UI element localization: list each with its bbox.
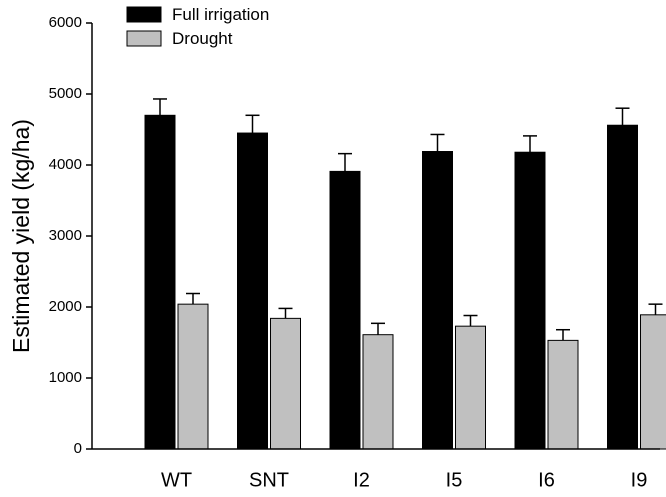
plot-area xyxy=(144,98,666,450)
y-axis-title: Estimated yield (kg/ha) xyxy=(8,119,34,353)
bar-drought-i2 xyxy=(362,334,394,450)
x-tick-label: I9 xyxy=(631,469,648,491)
bar-full-irrigation-i5 xyxy=(422,151,453,450)
x-tick-label: I2 xyxy=(353,469,370,491)
bar-drought-snt xyxy=(270,317,301,450)
legend-item-full-irrigation: Full irrigation xyxy=(126,5,269,24)
x-tick-label: SNT xyxy=(249,469,289,491)
x-tick-label: WT xyxy=(161,469,192,491)
legend-label: Full irrigation xyxy=(172,5,269,24)
bar-group-snt xyxy=(237,114,301,450)
x-tick-label: I5 xyxy=(446,469,463,491)
bar-group-i6 xyxy=(514,135,579,450)
legend-item-drought: Drought xyxy=(126,29,233,48)
x-tick-label: I6 xyxy=(538,469,555,491)
bar-group-i9 xyxy=(607,107,666,450)
bar-drought-i6 xyxy=(547,339,579,450)
bar-full-irrigation-wt xyxy=(144,114,176,450)
bar-full-irrigation-snt xyxy=(237,132,268,450)
bar-full-irrigation-i9 xyxy=(607,124,638,450)
bar-group-i5 xyxy=(422,133,486,450)
bar-drought-i5 xyxy=(455,325,486,450)
y-tick-label: 6000 xyxy=(49,14,82,31)
legend: Full irrigation Drought xyxy=(126,5,269,48)
legend-label: Drought xyxy=(172,29,233,48)
legend-swatch xyxy=(126,30,162,47)
y-tick-label: 3000 xyxy=(49,227,82,244)
y-axis-title-group: Estimated yield (kg/ha) xyxy=(8,119,34,353)
bar-drought-wt xyxy=(177,303,209,450)
bar-full-irrigation-i2 xyxy=(329,170,361,450)
bar-group-i2 xyxy=(329,152,394,450)
bar-full-irrigation-i6 xyxy=(514,151,546,450)
bar-drought-i9 xyxy=(640,314,666,450)
x-axis: WT SNT I2 I5 I6 I9 xyxy=(92,448,660,491)
y-tick-label: 0 xyxy=(74,440,82,457)
y-tick-label: 2000 xyxy=(49,298,82,315)
bar-group-wt xyxy=(144,98,209,450)
y-tick-label: 5000 xyxy=(49,85,82,102)
y-tick-label: 4000 xyxy=(49,156,82,173)
legend-swatch xyxy=(126,6,162,23)
y-axis: 0 1000 2000 3000 4000 5000 6000 xyxy=(49,14,93,457)
y-tick-label: 1000 xyxy=(49,369,82,386)
